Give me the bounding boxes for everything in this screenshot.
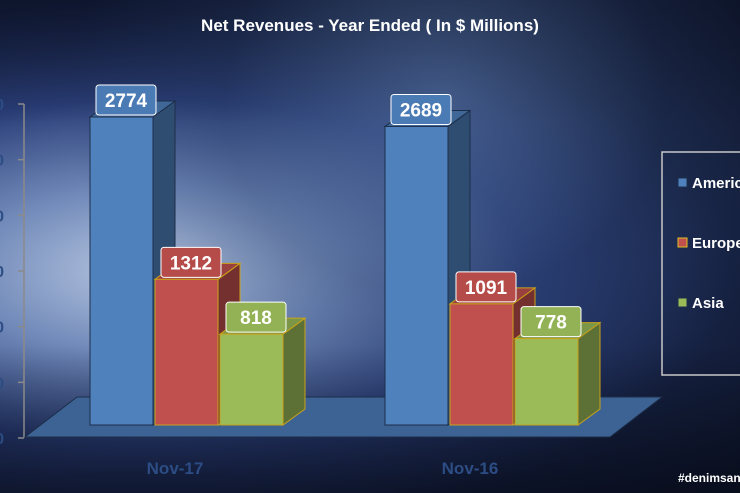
bar-side [577, 321, 601, 426]
legend-swatch-europe [677, 237, 688, 248]
bar-side [282, 317, 306, 426]
y-tick-label: 500 [0, 375, 4, 392]
x-category-label: Nov-16 [442, 459, 499, 478]
y-tick-label: 2500 [0, 153, 4, 170]
legend-label-europe: Europe [692, 235, 740, 252]
y-tick-label: 3000 [0, 97, 4, 114]
data-label-box [225, 301, 287, 333]
data-label-box [390, 93, 452, 125]
watermark: #denimsandjeans [678, 471, 740, 485]
y-tick-label: 1500 [0, 264, 4, 281]
bar-asia-nov-16: 778 [513, 306, 602, 426]
bar-asia-nov-17: 818 [218, 301, 307, 426]
data-label: 778 [535, 313, 567, 334]
chart-title: Net Revenues - Year Ended ( In $ Million… [201, 16, 539, 35]
legend-label-america: America [692, 175, 740, 192]
legend-label-asia: Asia [692, 295, 724, 312]
data-label: 1091 [465, 278, 508, 299]
data-label: 818 [240, 308, 272, 329]
data-label: 2689 [400, 100, 442, 121]
bar-front [514, 338, 579, 426]
data-label-box [455, 271, 517, 303]
legend-swatch-america [677, 177, 688, 188]
bar-front [219, 333, 284, 426]
y-tick-label: 1000 [0, 320, 4, 337]
legend-swatch-asia [677, 297, 688, 308]
data-label: 2774 [105, 91, 148, 112]
bar-front [384, 125, 449, 426]
data-label: 1312 [170, 253, 212, 274]
x-category-label: Nov-17 [147, 459, 204, 478]
legend-box [661, 151, 740, 376]
legend: America Europe Asia [677, 175, 740, 312]
y-tick-label: 2000 [0, 208, 4, 225]
y-axis: 0 500 1000 1500 2000 2500 3000 [0, 97, 25, 448]
bar-front [89, 116, 154, 426]
bar-front [154, 278, 219, 426]
bar-front [449, 303, 514, 426]
data-label-box [160, 246, 222, 278]
data-label-box [520, 306, 582, 338]
y-tick-label: 0 [0, 431, 4, 448]
data-label-box [95, 84, 157, 116]
